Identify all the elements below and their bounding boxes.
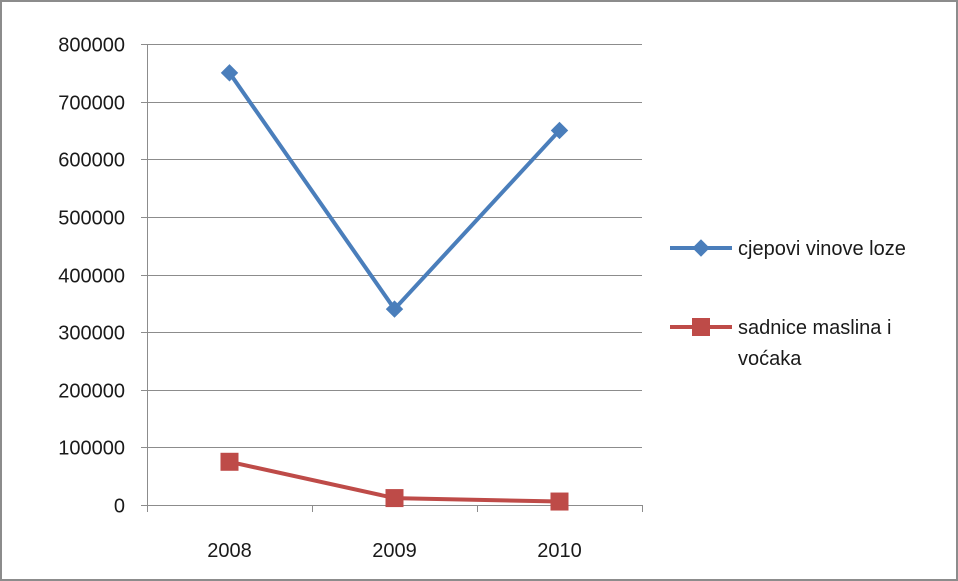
series-cjepovi-vinove-loze [220, 64, 569, 318]
series-line [227, 70, 562, 312]
y-tick-label: 0 [114, 496, 125, 518]
y-tick-label: 400000 [58, 266, 125, 288]
data-point-marker [220, 452, 239, 471]
legend-label: voćaka [738, 348, 802, 370]
legend-marker [692, 239, 710, 257]
legend-label: cjepovi vinove loze [738, 238, 906, 260]
data-point-marker [550, 121, 569, 140]
series [220, 64, 569, 511]
y-tick-label: 100000 [58, 438, 125, 460]
data-point-marker [220, 64, 239, 82]
y-tick-label: 300000 [58, 323, 125, 345]
data-point-marker [385, 489, 404, 508]
y-tick-label: 700000 [58, 93, 125, 115]
data-point-marker [550, 492, 569, 511]
axes [141, 44, 643, 512]
y-tick-label: 800000 [58, 35, 125, 57]
y-tick-label: 600000 [58, 150, 125, 172]
x-tick-label: 2008 [207, 540, 252, 562]
x-tick-label: 2010 [537, 540, 582, 562]
legend-item: sadnice maslina i voćaka [670, 317, 891, 370]
legend: cjepovi vinove loze sadnice maslina i voća… [670, 238, 906, 370]
x-axis-tick-labels: 2008 2009 2010 [207, 540, 582, 562]
gridlines [147, 44, 642, 448]
y-axis-tick-labels: 0 100000 200000 300000 400000 500000 600000 700… [58, 35, 125, 518]
y-tick-label: 200000 [58, 381, 125, 403]
legend-item: cjepovi vinove loze [670, 238, 906, 260]
y-tick-label: 500000 [58, 208, 125, 230]
legend-label: sadnice maslina i [738, 317, 891, 339]
data-point-marker [385, 300, 404, 318]
series-sadnice-maslina-i-vocaka [220, 452, 569, 511]
x-tick-label: 2009 [372, 540, 417, 562]
legend-marker [692, 318, 710, 336]
